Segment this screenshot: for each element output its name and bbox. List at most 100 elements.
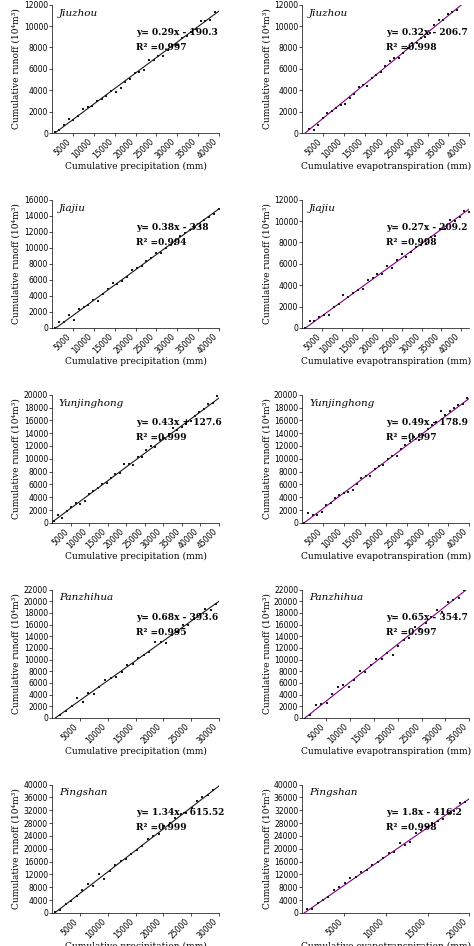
Point <box>136 64 143 79</box>
Point <box>366 468 374 483</box>
Point <box>456 209 464 224</box>
Point <box>459 396 466 412</box>
Point <box>169 420 177 435</box>
Point <box>318 504 326 519</box>
Point <box>160 430 168 446</box>
Point <box>444 7 452 22</box>
Point <box>428 815 436 831</box>
Point <box>336 880 343 895</box>
Point <box>100 871 108 886</box>
Point <box>301 129 309 144</box>
Point <box>146 644 153 659</box>
Point <box>108 83 115 98</box>
Point <box>143 443 150 458</box>
Point <box>393 253 401 268</box>
Point <box>301 711 309 727</box>
Point <box>352 869 360 885</box>
Point <box>103 476 110 491</box>
Point <box>176 229 184 244</box>
Point <box>406 630 413 645</box>
Point <box>390 845 398 860</box>
Point <box>356 664 364 679</box>
Point <box>312 698 319 713</box>
Point <box>109 275 117 290</box>
Point <box>199 790 206 805</box>
Point <box>374 267 381 282</box>
Text: Yunjinghong: Yunjinghong <box>309 398 374 408</box>
Text: Panzhihua: Panzhihua <box>59 593 113 603</box>
Point <box>434 813 442 828</box>
Point <box>349 285 357 300</box>
X-axis label: Cumulative precipitation (mm): Cumulative precipitation (mm) <box>64 747 207 756</box>
Point <box>207 602 214 617</box>
Point <box>368 70 376 85</box>
Point <box>383 258 391 273</box>
Point <box>433 603 441 618</box>
Text: R² =0.995: R² =0.995 <box>136 628 186 637</box>
Point <box>306 121 313 136</box>
Point <box>210 782 217 797</box>
Point <box>81 494 88 509</box>
Point <box>378 267 386 282</box>
Point <box>328 103 336 118</box>
Point <box>461 583 468 598</box>
Point <box>159 48 167 63</box>
Point <box>165 426 173 441</box>
Point <box>70 313 78 328</box>
Point <box>306 313 313 328</box>
Point <box>441 221 449 236</box>
Point <box>422 29 429 44</box>
Point <box>157 245 165 260</box>
Point <box>79 883 86 898</box>
Point <box>402 249 410 264</box>
Point <box>438 604 446 620</box>
Point <box>357 865 365 880</box>
Point <box>391 50 398 65</box>
Point <box>152 440 159 455</box>
Point <box>63 503 71 518</box>
Point <box>450 400 458 415</box>
Text: R² =0.999: R² =0.999 <box>136 823 186 832</box>
Point <box>375 458 383 473</box>
Point <box>59 511 66 526</box>
X-axis label: Cumulative evapotranspiration (mm): Cumulative evapotranspiration (mm) <box>301 747 471 756</box>
Point <box>210 206 218 221</box>
Point <box>168 627 175 642</box>
Point <box>355 79 362 95</box>
Point <box>56 902 64 918</box>
Point <box>350 86 358 101</box>
Point <box>186 222 194 237</box>
Point <box>101 673 109 688</box>
Point <box>182 806 190 821</box>
Point <box>156 432 164 447</box>
Point <box>79 101 87 116</box>
Point <box>204 787 212 802</box>
Point <box>149 829 157 844</box>
Text: y= 1.8x - 416.2: y= 1.8x - 416.2 <box>386 808 462 816</box>
Point <box>95 867 102 882</box>
Point <box>451 214 458 229</box>
Point <box>377 65 384 80</box>
Text: R² =0.997: R² =0.997 <box>386 628 437 637</box>
Point <box>90 483 97 499</box>
Point <box>166 815 173 831</box>
Point <box>138 450 146 465</box>
Point <box>364 272 372 288</box>
Point <box>126 72 134 87</box>
Y-axis label: Cumulative runoff (10⁴m³): Cumulative runoff (10⁴m³) <box>12 398 21 519</box>
Point <box>320 307 328 323</box>
Point <box>54 507 62 522</box>
Point <box>133 843 141 858</box>
Point <box>122 851 130 867</box>
Text: y= 0.43x + 127.6: y= 0.43x + 127.6 <box>136 418 221 427</box>
Point <box>340 288 347 303</box>
X-axis label: Cumulative evapotranspiration (mm): Cumulative evapotranspiration (mm) <box>301 162 471 171</box>
Point <box>408 245 415 260</box>
Point <box>332 100 340 115</box>
Point <box>323 106 331 121</box>
Point <box>201 213 208 228</box>
Point <box>112 669 120 684</box>
Point <box>84 876 91 891</box>
Y-axis label: Cumulative runoff (10⁴m³): Cumulative runoff (10⁴m³) <box>12 9 21 130</box>
Point <box>70 113 77 128</box>
